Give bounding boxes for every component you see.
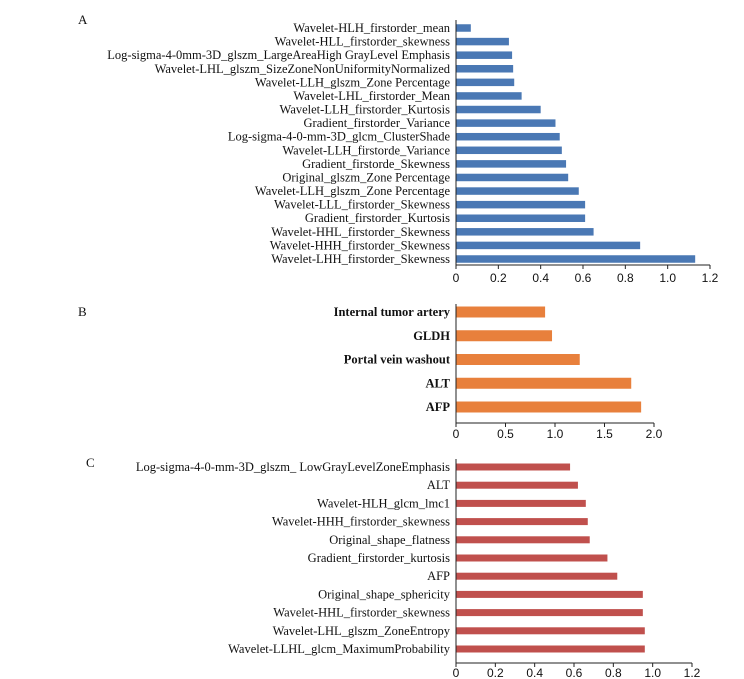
panel-label-c: C: [86, 455, 95, 470]
bar-c: [456, 518, 588, 526]
category-label-a: Gradient_firstorder_Kurtosis: [305, 211, 450, 225]
category-label-c: Wavelet-HLH_glcm_lmc1: [317, 496, 450, 510]
category-label-a: Gradient_firstorde_Skewness: [302, 157, 450, 171]
bar-a: [456, 214, 586, 222]
panel-a: A Wavelet-HLH_firstorder_mean Wavelet-HLL_…: [0, 0, 744, 290]
bar-b: [456, 354, 580, 365]
bar-a: [456, 92, 522, 100]
bar-a: [456, 65, 514, 73]
bar-a: [456, 255, 696, 263]
bar-c: [456, 590, 643, 598]
panel-b: B Internal tumor artery GLDH Portal vein wa…: [0, 290, 744, 445]
category-label-a: Wavelet-LLH_glszm_Zone Percentage: [255, 75, 451, 89]
bar-a: [456, 24, 471, 32]
chart-a: A Wavelet-HLH_firstorder_meanWavelet-HLL_…: [78, 12, 719, 285]
category-label-c: Log-sigma-4-0-mm-3D_glszm_ LowGrayLevelZ…: [136, 460, 450, 474]
x-tick-label-a: 1.0: [659, 271, 676, 285]
category-label-a: Wavelet-LHL_glszm_SizeZoneNonUniformityN…: [155, 62, 451, 76]
category-label-a: Wavelet-LLL_firstorder_Skewness: [274, 198, 450, 212]
bar-a: [456, 146, 562, 155]
bar-c: [456, 481, 578, 489]
category-label-b: AFP: [426, 400, 451, 414]
category-label-a: Wavelet-LLH_firstorde_Variance: [282, 143, 450, 157]
bar-c: [456, 499, 586, 507]
x-tick-label-b: 1.5: [596, 427, 613, 441]
category-label-a: Wavelet-HLL_firstorder_skewness: [275, 35, 450, 49]
x-tick-label-b: 0.5: [497, 427, 514, 441]
chart-c: C Log-sigma-4-0-mm-3D_glszm_ LowGrayLevel…: [86, 455, 701, 679]
bar-c: [456, 463, 571, 471]
category-label-b: ALT: [425, 376, 450, 390]
bar-a: [456, 200, 586, 209]
panel-label-b: B: [78, 304, 87, 319]
category-label-a: Wavelet-LHL_firstorder_Mean: [293, 89, 450, 103]
bar-a: [456, 241, 641, 250]
bar-b: [456, 330, 553, 342]
category-label-a: Wavelet-LLH_firstorder_Kurtosis: [280, 103, 451, 117]
category-label-a: Log-sigma-4-0-mm-3D_glcm_ClusterShade: [228, 130, 451, 144]
x-tick-label-c: 0: [453, 666, 460, 679]
category-label-a: Wavelet-LLH_glszm_Zone Percentage: [255, 184, 451, 198]
bar-c: [456, 536, 590, 544]
category-label-c: Wavelet-HHL_firstorder_skewness: [273, 606, 450, 620]
category-label-a: Gradient_firstorder_Variance: [304, 116, 451, 130]
x-tick-label-c: 0.2: [487, 666, 504, 679]
x-tick-label-a: 0.6: [575, 271, 592, 285]
panel-label-a: A: [78, 12, 88, 27]
x-tick-label-b: 2.0: [646, 427, 663, 441]
category-label-c: Original_shape_flatness: [329, 533, 450, 547]
bar-a: [456, 160, 567, 168]
bar-a: [456, 78, 515, 87]
x-tick-label-a: 0: [453, 271, 460, 285]
bar-c: [456, 645, 645, 653]
bar-b: [456, 377, 632, 389]
panel-c: C Log-sigma-4-0-mm-3D_glszm_ LowGrayLevel…: [0, 445, 744, 679]
x-tick-label-b: 0: [453, 427, 460, 441]
bar-a: [456, 105, 541, 114]
category-label-b: GLDH: [413, 329, 450, 343]
category-label-b: Internal tumor artery: [334, 305, 451, 319]
category-label-a: Wavelet-LHH_firstorder_Skewness: [271, 252, 450, 266]
bar-a: [456, 51, 513, 59]
bar-a: [456, 132, 560, 141]
category-label-c: Wavelet-LLHL_glcm_MaximumProbability: [228, 642, 451, 656]
bar-c: [456, 572, 618, 580]
x-tick-label-c: 0.4: [526, 666, 543, 679]
x-tick-label-a: 0.2: [490, 271, 507, 285]
category-label-c: AFP: [427, 569, 450, 583]
category-label-c: Gradient_firstorder_kurtosis: [308, 551, 450, 565]
chart-b: B Internal tumor artery GLDH Portal vein wa…: [78, 304, 663, 441]
bar-c: [456, 627, 645, 635]
x-tick-label-c: 0.8: [605, 666, 622, 679]
category-label-c: Original_shape_sphericity: [318, 587, 451, 601]
x-tick-label-a: 0.8: [617, 271, 634, 285]
x-tick-label-b: 1.0: [547, 427, 564, 441]
category-label-a: Wavelet-HLH_firstorder_mean: [293, 21, 450, 35]
category-label-a: Original_glszm_Zone Percentage: [282, 170, 450, 184]
category-label-a: Wavelet-HHL_firstorder_Skewness: [271, 225, 450, 239]
x-tick-label-a: 0.4: [532, 271, 549, 285]
bar-b: [456, 306, 546, 318]
x-tick-label-c: 1.0: [644, 666, 661, 679]
bar-b: [456, 401, 642, 413]
x-tick-label-a: 1.2: [702, 271, 719, 285]
category-label-a: Log-sigma-4-0mm-3D_glszm_LargeAreaHigh G…: [107, 48, 450, 62]
bar-a: [456, 228, 594, 236]
x-tick-label-c: 1.2: [684, 666, 701, 679]
bar-c: [456, 609, 643, 617]
x-tick-label-c: 0.6: [566, 666, 583, 679]
bar-a: [456, 37, 509, 46]
bar-c: [456, 554, 608, 562]
category-label-c: Wavelet-LHL_glszm_ZoneEntropy: [273, 624, 451, 638]
category-label-c: Wavelet-HHH_firstorder_skewness: [272, 515, 450, 529]
category-label-b: Portal vein washout: [344, 353, 451, 367]
category-label-a: Wavelet-HHH_firstorder_Skewness: [270, 238, 450, 252]
bar-a: [456, 187, 579, 195]
bar-a: [456, 119, 556, 127]
bar-a: [456, 173, 569, 182]
category-label-c: ALT: [427, 478, 451, 492]
